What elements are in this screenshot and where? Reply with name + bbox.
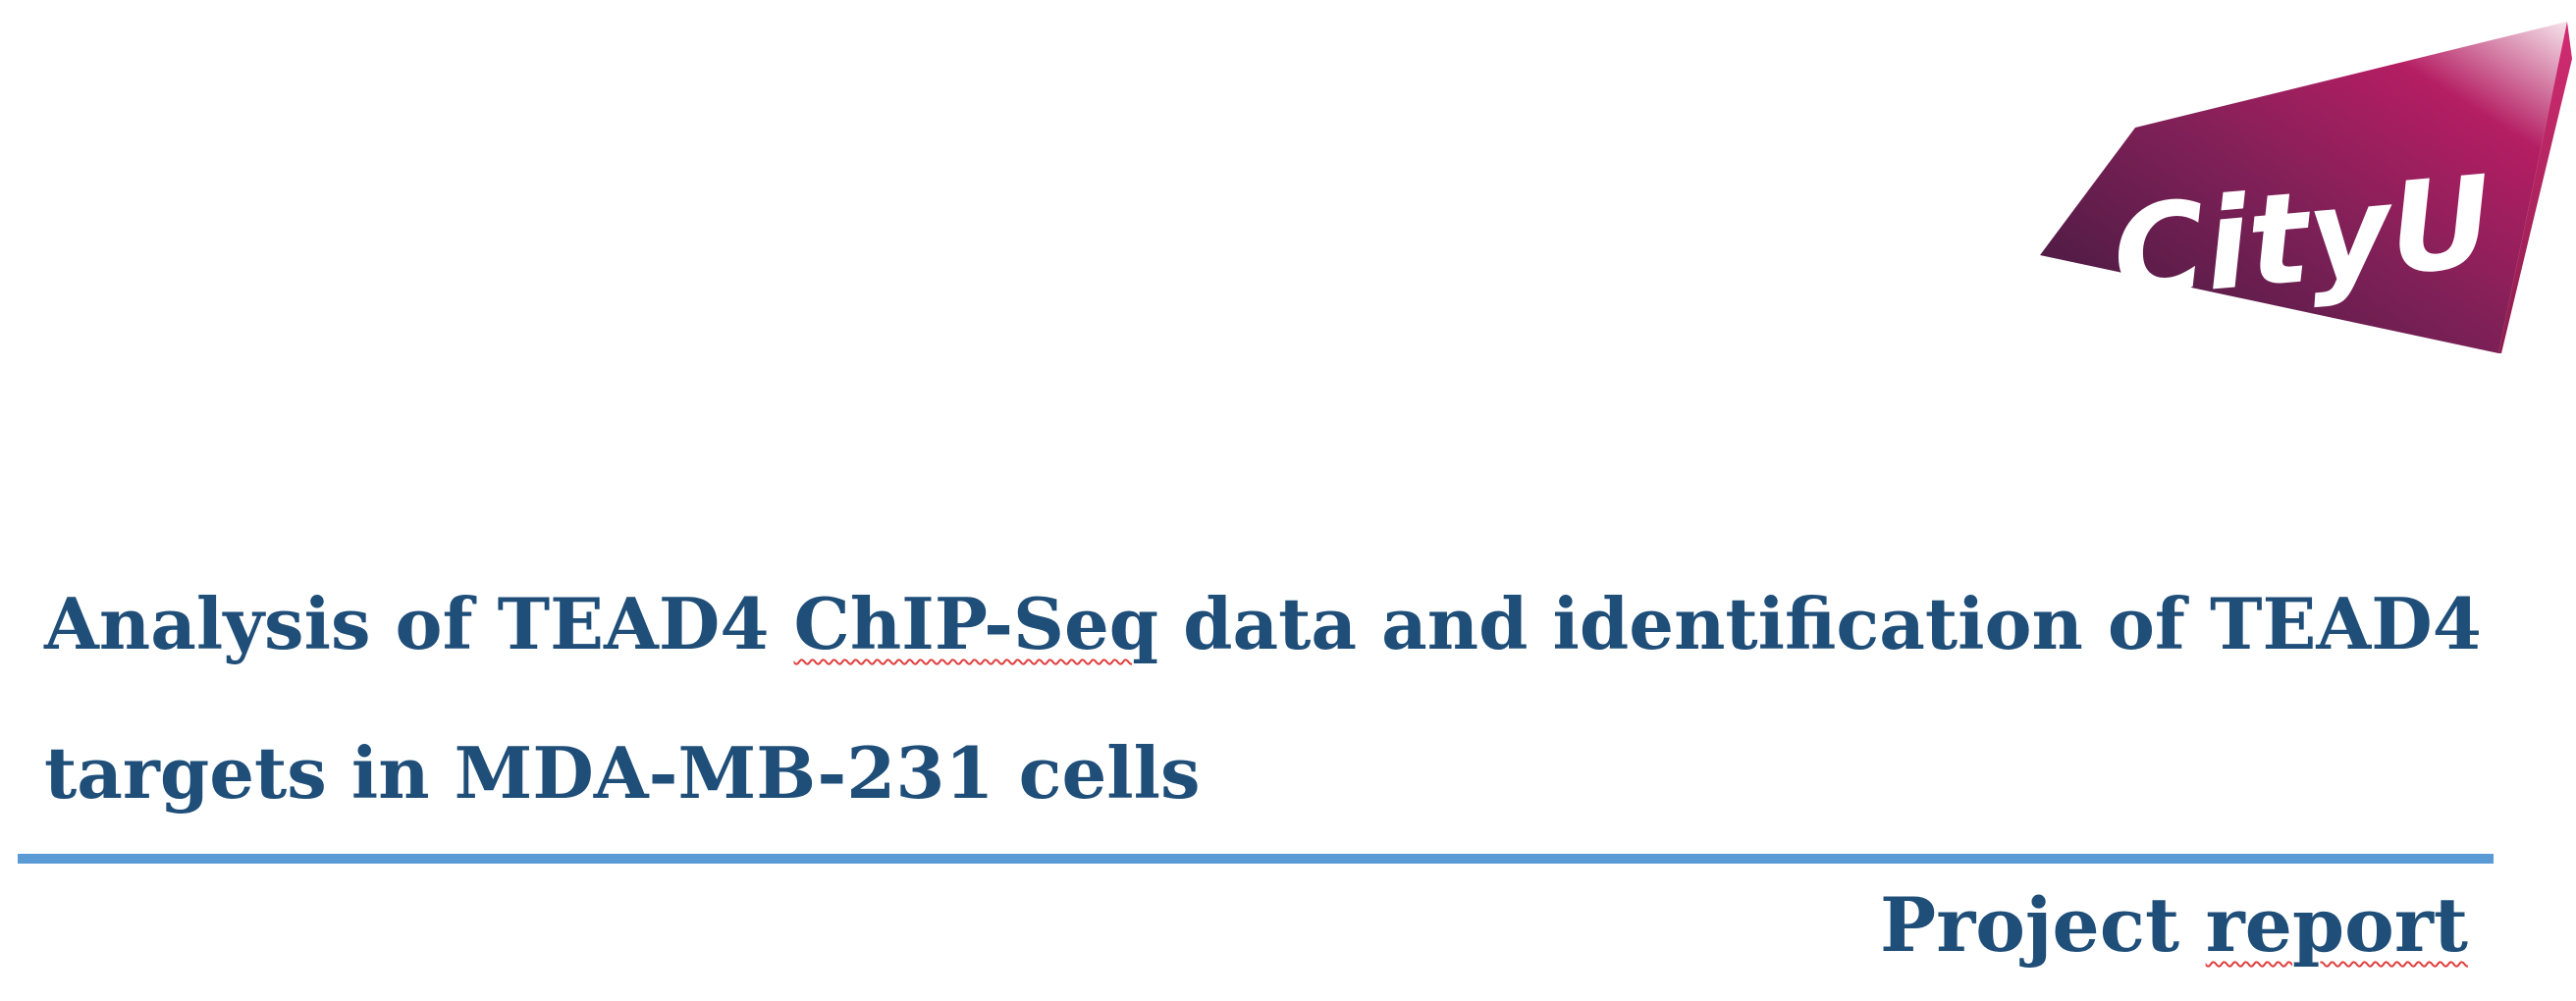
title-text-end: data and identification of TEAD4 targets… (44, 582, 2482, 815)
cityu-logo-graphic: CityU (2040, 22, 2572, 353)
cityu-logo: CityU (2022, 10, 2576, 363)
title-divider (18, 854, 2494, 864)
logo-edge (2498, 22, 2572, 353)
title-text-start: Analysis of TEAD4 (44, 582, 794, 665)
document-subtitle: Project report (1880, 871, 2468, 979)
subtitle-text-start: Project (1880, 881, 2206, 969)
logo-wordmark: CityU (2107, 149, 2497, 328)
subtitle-spellcheck-word: report (2205, 881, 2468, 969)
document-title: Analysis of TEAD4 ChIP-Seq data and iden… (44, 550, 2498, 848)
logo-shape (2040, 22, 2567, 353)
title-spellcheck-word: ChIP-Seq (793, 582, 1159, 665)
